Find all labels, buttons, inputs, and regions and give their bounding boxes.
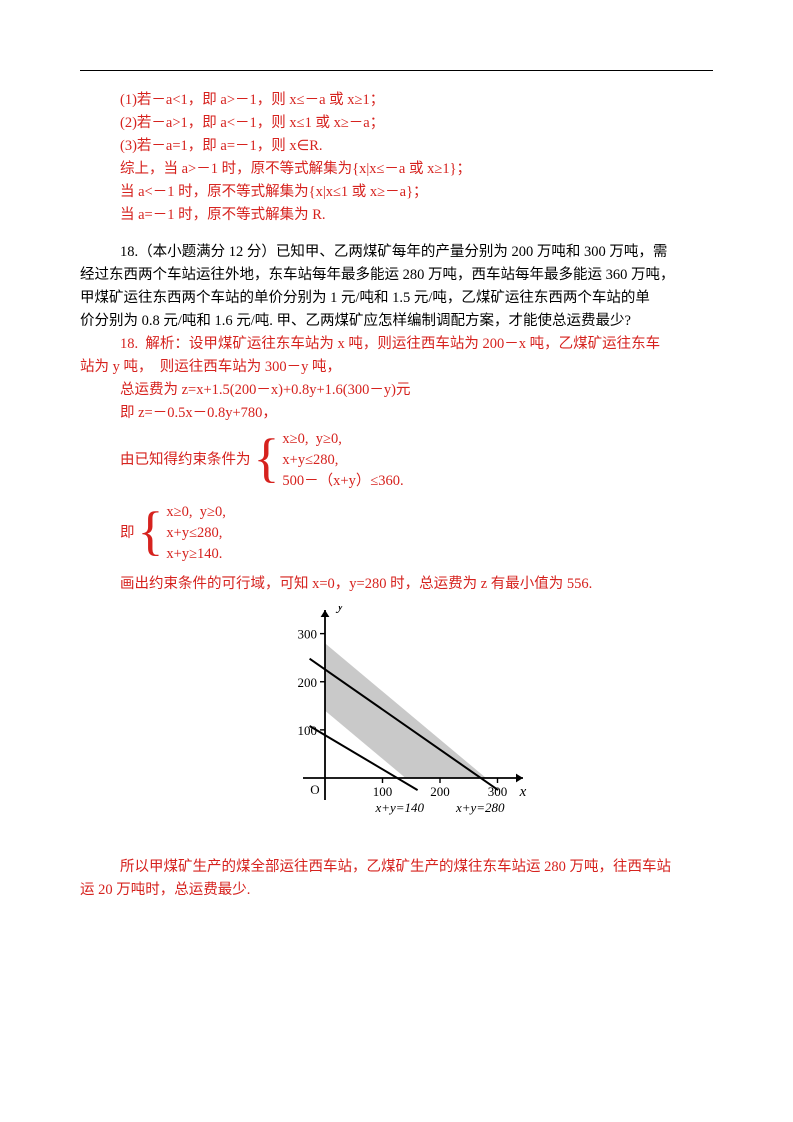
q17-summary-1: 综上，当 a>－1 时，原不等式解集为{x|x≤－a 或 x≥1}； [80,158,713,181]
left-brace-icon: { [251,429,283,492]
simplified-block: 即 { x≥0, y≥0, x+y≤280, x+y≥140. [120,502,713,565]
svg-text:200: 200 [430,784,450,799]
constraint-1: x≥0, y≥0, [282,429,403,450]
q18-conclusion-1: 所以甲煤矿生产的煤全部运往西车站，乙煤矿生产的煤往东车站运 280 万吨，往西车… [80,856,713,879]
simplified-3: x+y≥140. [166,544,225,565]
constraints-label: 由已知得约束条件为 [120,429,251,492]
q18-prompt-line-4: 价分别为 0.8 元/吨和 1.6 元/吨. 甲、乙两煤矿应怎样编制调配方案，才… [80,310,713,333]
svg-text:x+y=140: x+y=140 [374,800,424,815]
feasible-region-chart: 100 200 300 100 200 300 x y Ox+y=140 x+y=280 [80,606,713,844]
q17-step-1: (1)若－a<1，即 a>－1，则 x≤－a 或 x≥1； [80,89,713,112]
simplified-1: x≥0, y≥0, [166,502,225,523]
constraint-2: x+y≤280, [282,450,403,471]
constraint-3: 500－（x+y）≤360. [282,471,403,492]
feasible-region-line: 画出约束条件的可行域，可知 x=0，y=280 时，总运费为 z 有最小值为 5… [80,573,713,596]
svg-text:200: 200 [297,675,317,690]
q17-summary-3: 当 a=－1 时，原不等式解集为 R. [80,204,713,227]
svg-text:y: y [335,606,344,614]
svg-text:300: 300 [297,627,317,642]
q18-sol-line-1: 18. 解析：设甲煤矿运往东车站为 x 吨，则运往西车站为 200－x 吨，乙煤… [80,333,713,356]
svg-text:x+y=280: x+y=280 [454,800,504,815]
q18-prompt-line-2: 经过东西两个车站运往外地，东车站每年最多能运 280 万吨，西车站每年最多能运 … [80,264,713,287]
simplified-2: x+y≤280, [166,523,225,544]
q17-summary-2: 当 a<－1 时，原不等式解集为{x|x≤1 或 x≥－a}； [80,181,713,204]
top-rule [80,70,713,71]
q18-prompt-line-1: 18.（本小题满分 12 分）已知甲、乙两煤矿每年的产量分别为 200 万吨和 … [80,241,713,264]
simplified-label: 即 [120,502,135,565]
q18-sol-line-4: 即 z=－0.5x－0.8y+780， [80,402,713,425]
svg-text:100: 100 [297,723,317,738]
svg-text:100: 100 [372,784,392,799]
q18-conclusion-2: 运 20 万吨时，总运费最少. [80,879,713,902]
q17-step-2: (2)若－a>1，即 a<－1，则 x≤1 或 x≥－a； [80,112,713,135]
q17-step-3: (3)若－a=1，即 a=－1，则 x∈R. [80,135,713,158]
svg-text:x: x [518,784,526,800]
q18-sol-line-2: 站为 y 吨， 则运往西车站为 300－y 吨， [80,356,713,379]
svg-text:300: 300 [487,784,507,799]
q18-prompt-line-3: 甲煤矿运往东西两个车站的单价分别为 1 元/吨和 1.5 元/吨，乙煤矿运往东西… [80,287,713,310]
q18-sol-line-3: 总运费为 z=x+1.5(200－x)+0.8y+1.6(300－y)元 [80,379,713,402]
chart-svg: 100 200 300 100 200 300 x y Ox+y=140 x+y=280 [267,606,527,844]
page: { "colors": { "red": "#d6221e", "black":… [0,0,793,1122]
left-brace-icon: { [135,502,167,565]
svg-text:O: O [310,782,319,797]
constraints-block: 由已知得约束条件为 { x≥0, y≥0, x+y≤280, 500－（x+y）… [120,429,713,492]
